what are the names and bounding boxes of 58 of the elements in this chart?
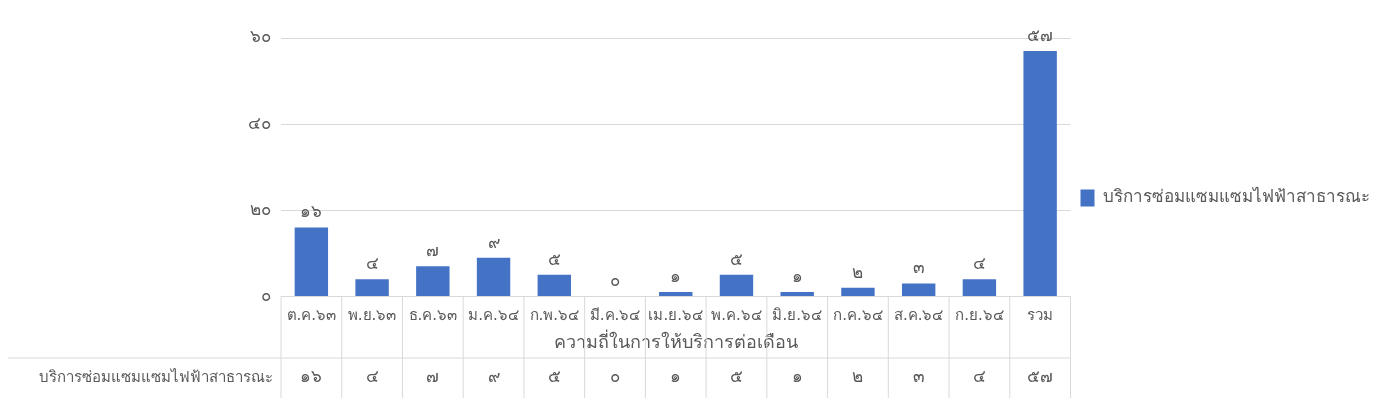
bar bbox=[537, 274, 571, 296]
text: ๙ bbox=[487, 231, 500, 252]
y-tick-label: ๒๐ bbox=[250, 198, 271, 219]
bar bbox=[659, 292, 693, 296]
bar bbox=[355, 279, 389, 296]
text: ๔ bbox=[365, 253, 379, 274]
x-tick-label: พ.ย.๖๓ bbox=[347, 306, 397, 325]
x-tick-label: ส.ค.๖๔ bbox=[893, 306, 944, 325]
y-tick-label: ๔๐ bbox=[248, 112, 271, 133]
text: ๒ bbox=[852, 261, 864, 282]
text: ๕๗ bbox=[1027, 24, 1054, 45]
text: ๑ bbox=[670, 266, 682, 287]
data-label: ๑ bbox=[791, 366, 803, 387]
text: ๕ bbox=[547, 248, 561, 269]
text: ๑ bbox=[791, 266, 803, 287]
data-label: ๕ bbox=[547, 366, 561, 387]
x-tick-label: มิ.ย.๖๔ bbox=[772, 306, 822, 325]
x-tick-label: ต.ค.๖๓ bbox=[286, 306, 337, 325]
data-label: ๐ bbox=[610, 366, 621, 387]
x-axis-title: ความถี่ในการให้บริการต่อเดือน bbox=[553, 328, 798, 352]
data-label: ๕๗ bbox=[1027, 366, 1054, 387]
text: ๔ bbox=[972, 253, 986, 274]
x-tick-label: เม.ย.๖๔ bbox=[648, 306, 704, 325]
bar bbox=[1023, 50, 1057, 296]
bar bbox=[416, 266, 450, 296]
data-label: ๒ bbox=[852, 366, 864, 387]
x-tick-label: ก.ย.๖๔ bbox=[955, 306, 1004, 325]
text: ๑๖ bbox=[300, 201, 323, 222]
text: ๗ bbox=[426, 240, 440, 261]
data-label: ๑๖ bbox=[300, 366, 323, 387]
x-tick-label: พ.ค.๖๔ bbox=[711, 306, 762, 325]
text: บริการซ่อมแซมแซมไฟฟ้าสาธารณะ bbox=[39, 367, 273, 386]
text: ๕ bbox=[729, 248, 743, 269]
x-tick-label: รวม bbox=[1027, 306, 1054, 325]
bar bbox=[719, 274, 754, 296]
data-label: ๔ bbox=[972, 366, 986, 387]
x-tick-label: ก.ค.๖๔ bbox=[833, 306, 883, 325]
bar bbox=[476, 257, 511, 296]
text: ๓ bbox=[912, 257, 925, 278]
data-label: ๗ bbox=[426, 366, 440, 387]
data-label: ๑ bbox=[670, 366, 682, 387]
data-label: ๔ bbox=[365, 366, 379, 387]
legend-label: บริการซ่อมแซมแซมไฟฟ้าสาธารณะ bbox=[1103, 186, 1370, 207]
bar bbox=[294, 227, 329, 296]
y-tick-label: ๖๐ bbox=[250, 26, 271, 47]
text: ๐ bbox=[610, 270, 621, 291]
bar bbox=[841, 287, 875, 296]
x-tick-label: ม.ค.๖๔ bbox=[468, 306, 519, 325]
x-tick-label: ก.พ.๖๔ bbox=[529, 306, 580, 325]
data-label: ๕ bbox=[729, 366, 743, 387]
bar bbox=[780, 292, 814, 296]
x-tick-label: มี.ค.๖๔ bbox=[589, 306, 641, 325]
data-label: ๓ bbox=[912, 366, 925, 387]
x-tick-label: ธ.ค.๖๓ bbox=[408, 306, 458, 325]
y-tick-label: ๐ bbox=[261, 284, 271, 305]
bar bbox=[962, 279, 997, 296]
data-label: ๙ bbox=[487, 366, 500, 387]
bar bbox=[901, 283, 936, 296]
